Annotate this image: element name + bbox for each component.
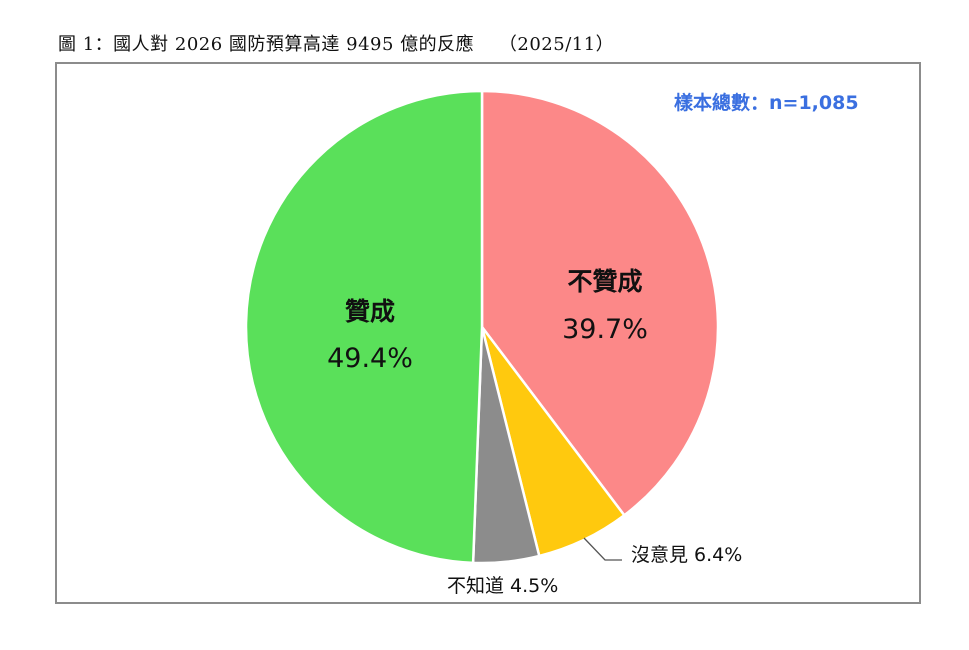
- slice-label-approve-pct: 49.4%: [327, 343, 413, 374]
- slice-approve: [244, 89, 484, 565]
- slice-label-disapprove-pct: 39.7%: [562, 314, 648, 345]
- slice-label-no-opinion: 沒意見 6.4%: [631, 544, 743, 566]
- slice-label-disapprove-name: 不贊成: [567, 267, 643, 296]
- no-opinion-leader-line: [583, 537, 622, 561]
- sample-size-label: 樣本總數：n=1,085: [674, 92, 859, 114]
- pie-slices: [244, 89, 720, 565]
- slice-label-approve-name: 贊成: [344, 297, 395, 326]
- chart-title: 圖 1：國人對 2026 國防預算高達 9495 億的反應 （2025/11）: [58, 34, 615, 55]
- slice-label-dont-know: 不知道 4.5%: [447, 575, 559, 597]
- slice-disapprove: [480, 89, 720, 517]
